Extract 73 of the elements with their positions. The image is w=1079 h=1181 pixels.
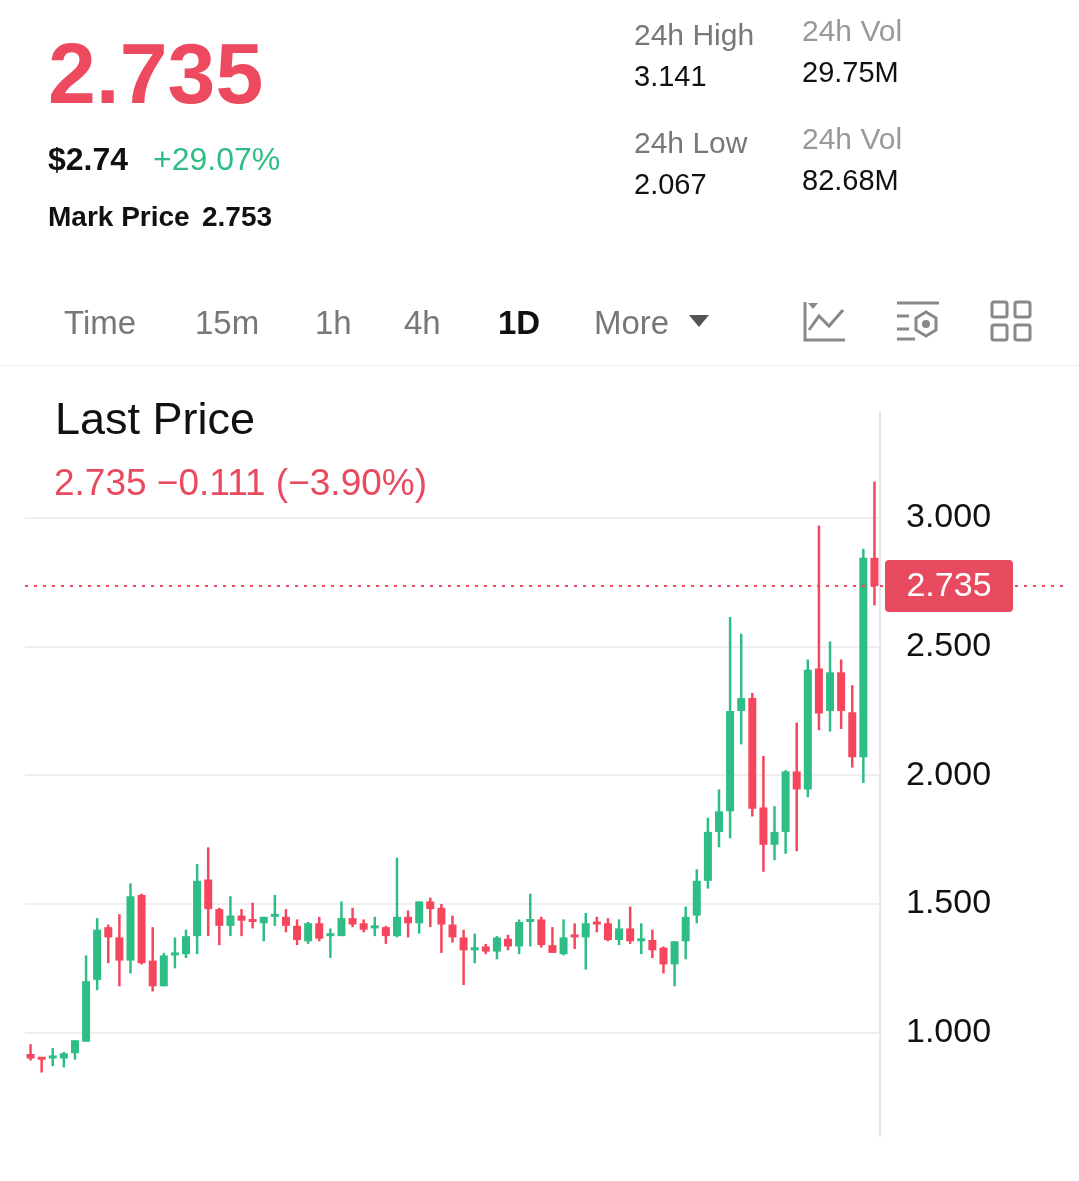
- candlestick: [648, 928, 657, 960]
- candlestick: [182, 928, 190, 960]
- text: 2.735: [48, 25, 264, 121]
- candlestick: [270, 893, 279, 928]
- candlestick: [492, 934, 501, 961]
- y-tick-label: 1.500: [906, 882, 992, 921]
- candlestick: [426, 896, 435, 929]
- y-tick-label: 2.500: [906, 624, 992, 663]
- candlestick: [770, 804, 779, 862]
- candlestick: [348, 906, 357, 929]
- text: $2.74: [48, 141, 129, 177]
- candlestick: [392, 856, 401, 939]
- candlestick: [104, 923, 113, 965]
- ref-line-label: 2.735: [906, 565, 992, 604]
- y-tick-label: 1.000: [906, 1011, 992, 1050]
- candlestick: [637, 922, 646, 956]
- text: 82.68M: [802, 164, 899, 196]
- candlestick: [281, 907, 290, 934]
- candlestick: [115, 913, 124, 988]
- candlestick: [570, 922, 579, 951]
- text: 2.735 −0.111 (−3.90%): [50, 462, 432, 503]
- y-tick-label: 2.000: [906, 753, 992, 792]
- text: 2.753: [202, 201, 273, 232]
- text: +29.07%: [153, 141, 281, 177]
- candlestick: [248, 901, 257, 930]
- candlestick: [304, 920, 313, 946]
- text: 24h Vol: [802, 122, 903, 155]
- candlestick: [615, 918, 624, 947]
- candlestick: [259, 915, 268, 943]
- candlestick: [70, 1039, 79, 1061]
- candlestick: [581, 911, 590, 971]
- candlestick: [715, 788, 723, 849]
- candlestick: [293, 918, 302, 947]
- text: 1h: [315, 304, 352, 341]
- candlestick: [626, 905, 635, 946]
- candlestick: [659, 945, 668, 975]
- candlestick: [737, 632, 746, 746]
- text: 24h Vol: [802, 14, 903, 47]
- candlestick: [37, 1055, 46, 1074]
- text: Mark Price: [48, 201, 190, 232]
- candlestick: [337, 900, 346, 938]
- y-tick-label: 3.000: [906, 496, 992, 535]
- candlestick: [170, 936, 179, 970]
- candlestick: [526, 892, 535, 948]
- text: 3.141: [634, 60, 707, 92]
- candlestick: [470, 932, 479, 965]
- text: 4h: [404, 304, 441, 341]
- candlestick: [237, 907, 246, 938]
- candlestick: [670, 940, 679, 988]
- text: 1D: [498, 304, 541, 341]
- candlestick: [226, 895, 235, 938]
- candlestick: [548, 925, 557, 955]
- candlestick: [437, 902, 446, 955]
- candlestick: [48, 1046, 57, 1068]
- candlestick: [415, 900, 424, 935]
- candlestick: [315, 915, 324, 943]
- candlestick: [792, 721, 801, 853]
- candlestick: [404, 909, 413, 939]
- candlestick: [326, 927, 335, 960]
- candlestick: [559, 918, 568, 957]
- chart-title: Last Price: [55, 393, 256, 444]
- candlestick: [215, 906, 224, 947]
- text: Time: [64, 304, 137, 341]
- text: More: [594, 304, 670, 341]
- candlestick: [603, 916, 612, 943]
- candlestick: [381, 924, 390, 946]
- text: 24h High: [634, 18, 755, 51]
- candlestick: [370, 915, 379, 938]
- text: 2.067: [634, 168, 707, 200]
- text: 24h Low: [634, 126, 748, 159]
- candlestick: [459, 928, 468, 987]
- text: 15m: [195, 304, 260, 341]
- text: 29.75M: [802, 56, 899, 88]
